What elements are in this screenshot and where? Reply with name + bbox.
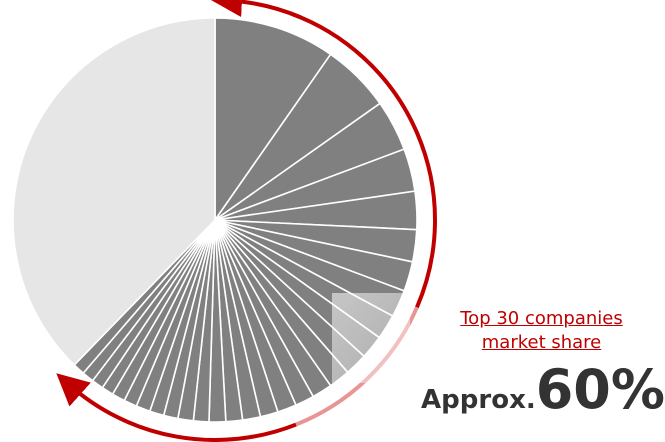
pie-slice-others	[12, 17, 216, 367]
top30-label-line1: Top 30 companies	[460, 308, 623, 329]
pie-slice-company-1	[214, 17, 332, 223]
top30-share-value: Approx.60%	[421, 358, 665, 421]
share-percent: 60%	[535, 358, 665, 421]
top30-label-line2: market share	[481, 332, 602, 353]
share-arc-end-arrow	[56, 373, 297, 442]
share-arc-segment	[289, 11, 437, 309]
share-arc-start-arrow	[210, 0, 302, 20]
top30-share-label: Top 30 companies market share	[418, 307, 665, 355]
highlight-fade-box	[332, 293, 410, 383]
approx-prefix: Approx.	[421, 385, 536, 415]
